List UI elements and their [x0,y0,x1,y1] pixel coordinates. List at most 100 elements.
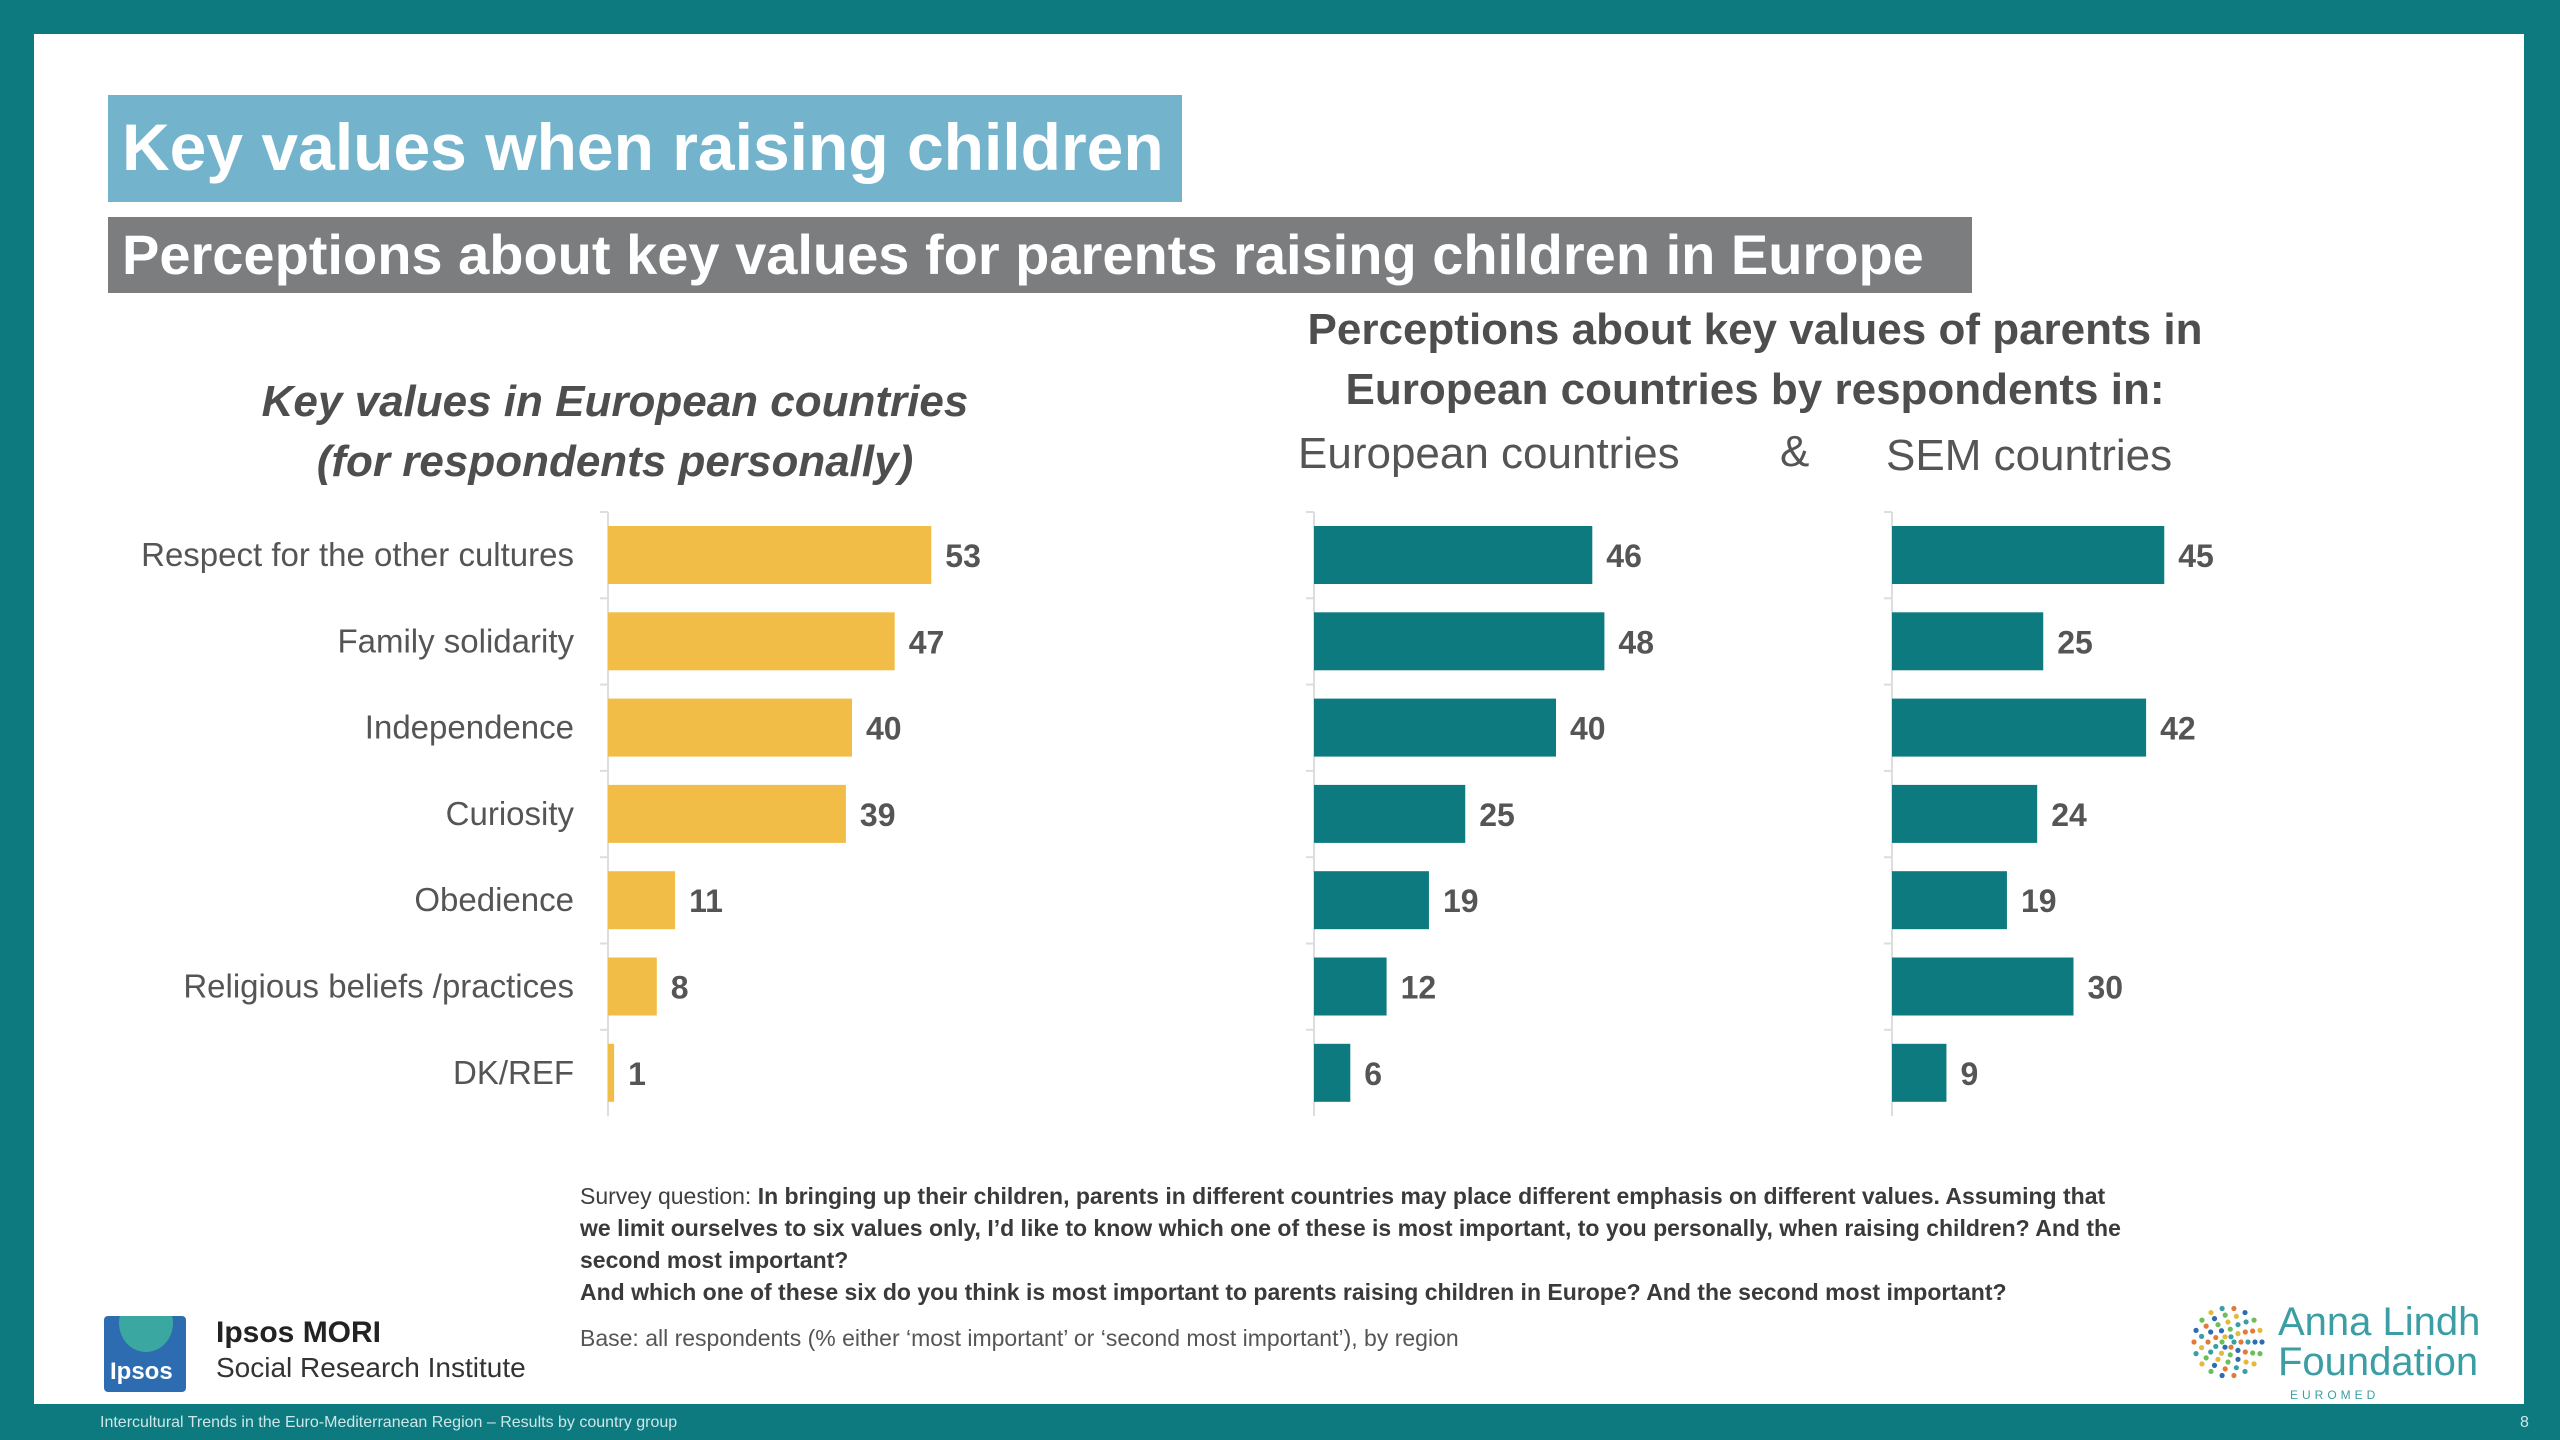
bar-european-2 [1314,698,1556,757]
alf-dot [2199,1361,2205,1367]
alf-dot [2219,1372,2225,1379]
bar-personal-6 [608,1043,615,1102]
alf-dot [2233,1313,2239,1319]
bar-sem-1 [1892,612,2044,671]
value-label-european-4: 19 [1443,883,1479,919]
alf-dot [2231,1305,2237,1312]
value-label-european-0: 46 [1606,538,1642,574]
column-heading-sem: SEM countries [1886,431,2173,480]
bar-sem-6 [1892,1043,1947,1102]
value-label-personal-6: 1 [628,1056,646,1092]
value-label-european-6: 6 [1364,1056,1382,1092]
alf-dot [2235,1347,2241,1353]
value-label-personal-2: 40 [866,711,902,747]
alf-dot [2208,1309,2214,1316]
alf-dot [2235,1331,2241,1337]
value-label-personal-1: 47 [909,624,945,660]
category-label-3: Curiosity [446,795,575,832]
alf-dot [2219,1305,2225,1312]
note-question: In bringing up their children, parents i… [580,1183,2121,1273]
alf-dot [2227,1352,2233,1358]
value-label-sem-4: 19 [2021,883,2057,919]
alf-dot [2250,1350,2256,1356]
bar-sem-3 [1892,784,2038,843]
alf-dot [2198,1333,2205,1339]
value-label-european-3: 25 [1479,797,1515,833]
alf-dot [2208,1329,2214,1335]
column-heading-european: European countries [1298,429,1680,478]
left-chart-heading: Key values in European countries (for re… [220,372,1010,492]
alf-dot [2215,1356,2221,1362]
alf-dot [2193,1327,2199,1333]
value-label-personal-0: 53 [945,538,981,574]
alf-dot [2242,1309,2248,1316]
alf-dot [2231,1372,2237,1379]
bar-sem-5 [1892,957,2074,1016]
alf-dot [2245,1339,2251,1345]
bar-personal-1 [608,612,895,671]
alf-dot [2222,1366,2228,1372]
value-label-personal-4: 11 [689,883,723,919]
left-heading-line-1: Key values in European countries [261,377,969,426]
category-label-2: Independence [365,709,574,746]
alf-dot [2257,1351,2263,1357]
alf-dot [2199,1317,2205,1323]
alf-dot [2205,1339,2211,1345]
bar-european-1 [1314,612,1605,671]
alf-dot [2259,1339,2265,1345]
alf-dot [2242,1329,2248,1335]
note-prefix: Survey question: [580,1183,758,1209]
category-label-6: DK/REF [453,1054,574,1091]
bar-european-0 [1314,526,1593,584]
category-label-1: Family solidarity [337,622,574,659]
alf-dot [2211,1362,2218,1368]
bar-sem-4 [1892,871,2007,930]
alf-dot [2222,1334,2228,1340]
page-title: Key values when raising children [122,110,1164,184]
alf-subtitle: EUROMED [2290,1388,2380,1402]
alf-dot [2211,1316,2218,1322]
note-question-2: And which one of these six do you think … [580,1279,2007,1305]
alf-dot [2225,1319,2231,1325]
alf-dot [2257,1327,2263,1333]
category-label-5: Religious beliefs /practices [183,968,574,1005]
alf-dot [2225,1359,2231,1365]
bar-european-5 [1314,957,1387,1016]
left-heading-line-2: (for respondents personally) [316,437,914,486]
alf-dot [2203,1355,2209,1361]
alf-dot [2222,1344,2228,1350]
alf-dot [2193,1351,2199,1357]
value-label-personal-3: 39 [860,797,896,833]
ipsos-logo-text: Ipsos [110,1358,173,1385]
alf-dot [2198,1345,2205,1351]
bar-personal-5 [608,957,657,1016]
anna-lindh-dots-icon [2191,1305,2265,1379]
value-label-sem-2: 42 [2160,711,2196,747]
alf-name-line-1: Anna Lindh [2278,1300,2481,1344]
alf-dot [2218,1328,2225,1334]
alf-dot [2233,1365,2239,1371]
page-number: 8 [2520,1414,2529,1431]
bar-personal-0 [608,526,932,584]
bar-personal-3 [608,784,846,843]
footer-text: Intercultural Trends in the Euro-Mediter… [100,1414,678,1431]
alf-dot [2222,1312,2228,1318]
value-label-sem-3: 24 [2051,797,2087,833]
alf-dot [2235,1322,2241,1328]
alf-dot [2228,1344,2234,1350]
page-subtitle: Perceptions about key values for parents… [122,223,1924,286]
alf-dot [2235,1356,2241,1362]
ipsos-name: Ipsos MORI [216,1316,382,1349]
alf-dot [2242,1368,2248,1375]
alf-dot [2219,1339,2225,1345]
subtitle-banner: Perceptions about key values for parents… [108,217,1972,293]
alf-dot [2208,1349,2214,1355]
alf-dot [2218,1350,2225,1356]
bar-european-6 [1314,1043,1351,1102]
alf-dot [2203,1323,2209,1329]
alf-dot [2215,1322,2221,1328]
alf-dot [2250,1328,2256,1334]
value-label-sem-1: 25 [2057,624,2093,660]
value-label-sem-5: 30 [2088,970,2124,1006]
